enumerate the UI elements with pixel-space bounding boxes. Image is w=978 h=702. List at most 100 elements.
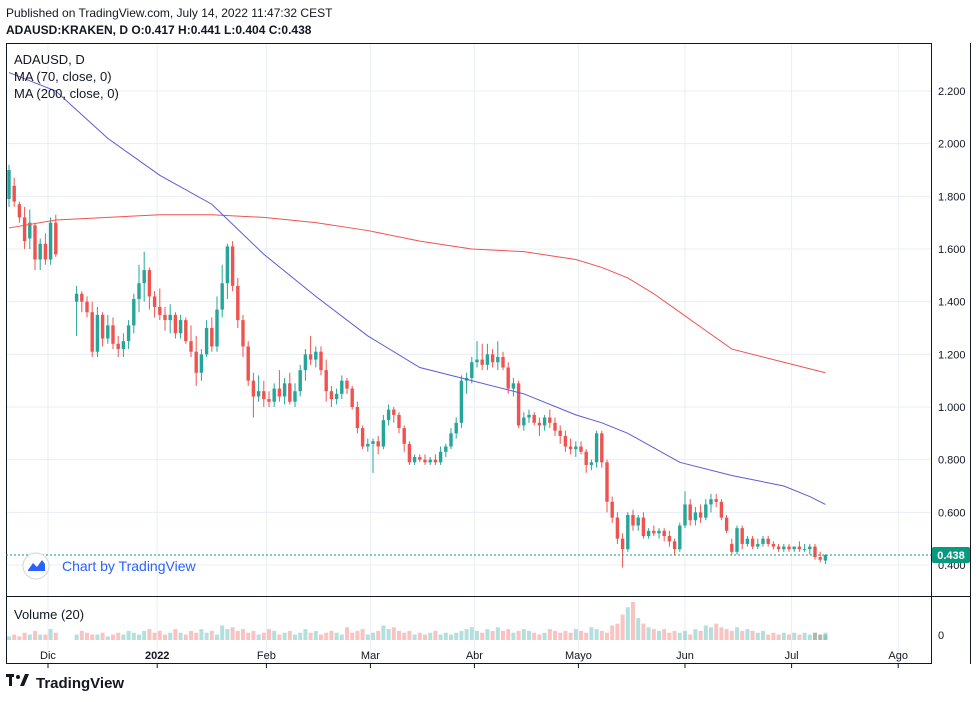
candle-body: [672, 541, 677, 550]
volume-bar: [235, 630, 240, 640]
y-tick-label: 1.600: [938, 244, 966, 256]
candle: [225, 243, 230, 300]
candle-body: [574, 446, 578, 450]
candle: [740, 525, 744, 550]
volume-bar: [261, 632, 266, 640]
watermark[interactable]: Chart by TradingView: [22, 552, 196, 580]
volume-bar: [256, 634, 261, 640]
candle: [173, 312, 178, 339]
volume-bar: [537, 634, 542, 640]
candle-body: [730, 543, 734, 552]
candle-body: [756, 543, 760, 547]
candle-body: [542, 417, 547, 426]
candle: [641, 512, 646, 539]
candle-body: [698, 512, 703, 518]
volume-bar: [781, 632, 786, 640]
candle: [376, 435, 380, 455]
candle: [527, 409, 531, 423]
volume-bar: [7, 636, 11, 640]
candle-body: [340, 380, 344, 394]
candle: [558, 425, 562, 444]
candle: [293, 383, 297, 407]
candle: [657, 528, 661, 539]
candle-body: [433, 459, 438, 463]
legend-ma200: MA (200, close, 0): [14, 86, 119, 101]
candle: [574, 441, 578, 458]
candle: [334, 388, 339, 405]
volume-bar: [199, 629, 204, 640]
candle: [459, 375, 464, 429]
candle: [132, 293, 136, 334]
candle-body: [610, 501, 614, 518]
volume-bar: [230, 627, 235, 640]
y-ticks: 0.400 0.600 0.800 1.000 1.200 1.400 1.600 1.800…: [938, 86, 966, 572]
candle-body: [423, 459, 427, 463]
volume-bar: [646, 627, 651, 640]
volume-bar: [615, 623, 620, 640]
volume-bar: [719, 627, 724, 640]
candle: [449, 428, 453, 450]
candle-body: [308, 354, 313, 360]
candle-body: [168, 314, 172, 321]
volume-bar: [589, 627, 594, 640]
candle: [85, 296, 89, 318]
candle-body: [548, 417, 552, 423]
volume-bar: [516, 630, 521, 640]
candle-body: [813, 546, 817, 558]
y-tick-label: 0.600: [938, 507, 966, 519]
x-tick-label: Jul: [785, 650, 799, 662]
candle: [714, 493, 718, 508]
candle-body: [189, 341, 193, 352]
candle: [568, 438, 573, 455]
volume-bar: [433, 630, 438, 640]
volume-bar: [152, 632, 157, 640]
candle-body: [438, 451, 443, 463]
volume-bar: [319, 634, 323, 640]
x-tick-label: Feb: [257, 650, 276, 662]
candle-body: [111, 325, 115, 344]
volume-bar: [620, 614, 625, 640]
candle: [7, 164, 11, 207]
candle: [298, 364, 302, 397]
candle: [802, 543, 807, 552]
candle-body: [428, 459, 432, 463]
x-tick-label: Jun: [676, 650, 694, 662]
volume-bar: [568, 632, 573, 640]
volume-bar: [657, 630, 661, 640]
volume-bar: [74, 634, 79, 640]
volume-bar: [662, 629, 667, 640]
candle-body: [350, 388, 354, 407]
candle: [620, 533, 625, 568]
volume-bar: [137, 634, 141, 640]
candle: [90, 301, 94, 357]
volume-bar: [443, 632, 448, 640]
volume-bar: [105, 636, 110, 640]
volume-bar: [298, 632, 303, 640]
volume-bar: [204, 632, 209, 640]
candle: [532, 412, 536, 426]
candle: [662, 528, 666, 542]
candle: [215, 296, 219, 352]
volume-bar: [495, 627, 500, 640]
candle-body: [137, 283, 141, 300]
candle-body: [241, 320, 245, 347]
last-price-rect: [932, 546, 970, 563]
candle-body: [584, 451, 588, 465]
candle: [813, 543, 817, 560]
candle: [74, 285, 79, 336]
volume-bar: [157, 630, 162, 640]
candle-body: [173, 314, 178, 334]
volume-bar: [272, 630, 277, 640]
candle-body: [709, 499, 713, 505]
candle: [308, 335, 313, 365]
volume-bar: [27, 634, 32, 640]
volume-bar: [417, 632, 422, 640]
candle-body: [553, 422, 557, 431]
volume-bar: [599, 630, 604, 640]
volume-bar: [683, 630, 687, 640]
volume-bar: [745, 629, 750, 640]
footer-logo[interactable]: TradingView: [6, 674, 124, 692]
candle: [470, 356, 474, 384]
candle: [350, 385, 354, 410]
candle-body: [262, 391, 266, 400]
